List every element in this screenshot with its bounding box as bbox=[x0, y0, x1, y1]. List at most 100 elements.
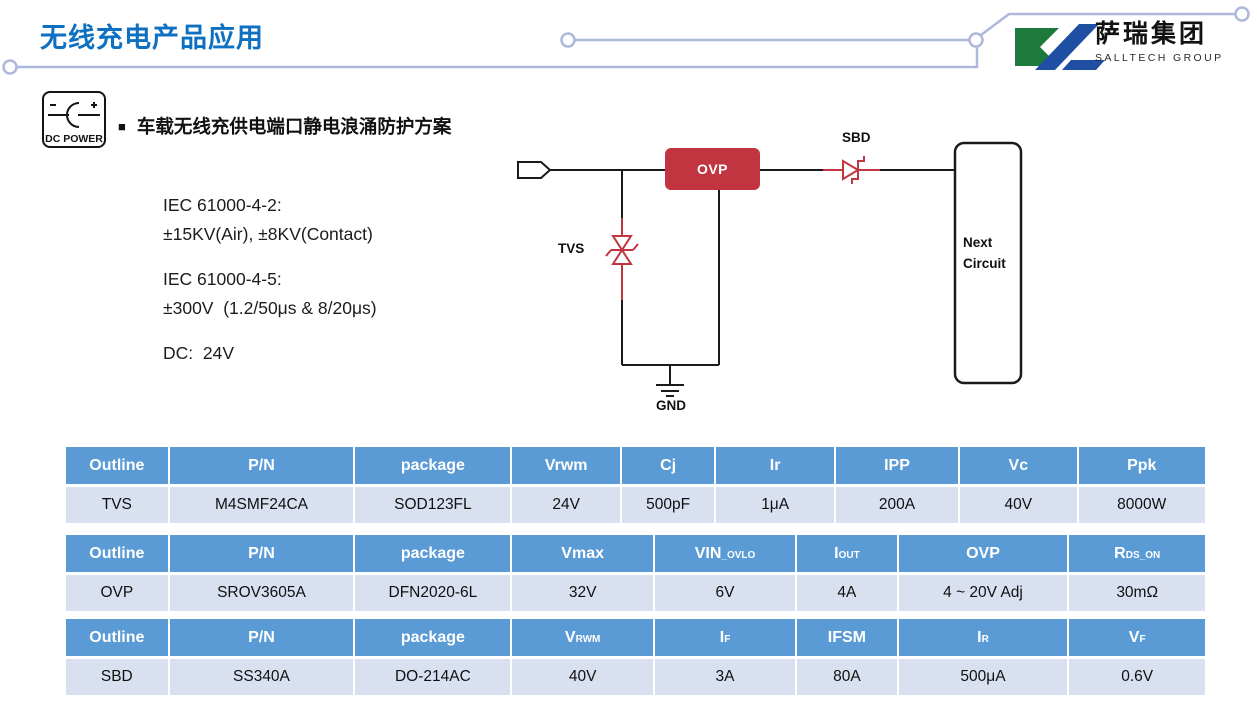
cell: 3A bbox=[654, 659, 798, 695]
cell: SS340A bbox=[169, 659, 356, 695]
col-header: Ppk bbox=[1078, 447, 1205, 484]
cell: 8000W bbox=[1078, 487, 1205, 523]
ovp-table: Outline P/N package Vmax VIN _OVLO I OUT OVP R DS_… bbox=[66, 535, 1205, 611]
logo-name-en: SALLTECH GROUP bbox=[1095, 51, 1224, 64]
ovp-box bbox=[665, 148, 760, 190]
gnd-label: GND bbox=[656, 398, 686, 413]
col-header: package bbox=[355, 619, 513, 656]
salltech-logo: 萨瑞集团 SALLTECH GROUP bbox=[1011, 20, 1224, 64]
logo-name-cn: 萨瑞集团 bbox=[1095, 20, 1208, 48]
col-header: Ir bbox=[716, 447, 836, 484]
divider-line bbox=[17, 47, 979, 69]
cell: 6V bbox=[654, 575, 798, 611]
col-header: OVP bbox=[898, 535, 1070, 572]
tables: Outline P/N package Vrwm Cj Ir IPP Vc Ppk TVS M4SM… bbox=[66, 447, 1205, 705]
spec-group: DC: 24V bbox=[163, 339, 377, 368]
cell: DFN2020-6L bbox=[355, 575, 513, 611]
trace-node bbox=[1234, 6, 1250, 22]
cell: 500μA bbox=[898, 659, 1070, 695]
table-row: TVS M4SMF24CA SOD123FL 24V 500pF 1μA 200A 40V 80… bbox=[66, 487, 1205, 523]
cell: M4SMF24CA bbox=[169, 487, 356, 523]
col-header: Outline bbox=[66, 535, 170, 572]
spec-text-block: IEC 61000-4-2: ±15KV(Air), ±8KV(Contact) I… bbox=[163, 191, 377, 384]
trace-node bbox=[560, 32, 576, 48]
cell: 0.6V bbox=[1069, 659, 1205, 695]
bullet-icon: ■ bbox=[118, 118, 126, 134]
cell: TVS bbox=[66, 487, 170, 523]
col-header: IPP bbox=[835, 447, 961, 484]
next-circuit-box bbox=[953, 141, 1023, 385]
next-circuit-label-line2: Circuit bbox=[963, 256, 1006, 271]
dc-plug-icon bbox=[48, 102, 100, 128]
sbd-symbol bbox=[842, 156, 865, 184]
trace-node bbox=[968, 32, 984, 48]
col-header: IFSM bbox=[797, 619, 899, 656]
table-row: SBD SS340A DO-214AC 40V 3A 80A 500μA 0.6V bbox=[66, 659, 1205, 695]
col-header: package bbox=[355, 447, 513, 484]
cell: 4A bbox=[797, 575, 899, 611]
cell: SROV3605A bbox=[169, 575, 356, 611]
col-header: Vmax bbox=[512, 535, 655, 572]
col-header: Cj bbox=[621, 447, 717, 484]
logo-blue-base bbox=[1062, 60, 1105, 70]
col-header: P/N bbox=[169, 535, 356, 572]
section-heading: ■ 车载无线充供电端口静电浪涌防护方案 bbox=[118, 113, 451, 139]
col-header: Vrwm bbox=[512, 447, 622, 484]
tvs-table: Outline P/N package Vrwm Cj Ir IPP Vc Ppk TVS M4SM… bbox=[66, 447, 1205, 523]
cell: 32V bbox=[512, 575, 655, 611]
page-title: 无线充电产品应用 bbox=[40, 23, 264, 53]
cell: 1μA bbox=[716, 487, 836, 523]
table-header-row: Outline P/N package Vrwm Cj Ir IPP Vc Ppk bbox=[66, 447, 1205, 484]
header-trace bbox=[2, 6, 1250, 75]
gnd-symbol bbox=[656, 365, 684, 397]
col-header: Outline bbox=[66, 619, 170, 656]
cell: OVP bbox=[66, 575, 170, 611]
logo-blue-slash bbox=[1035, 24, 1099, 70]
dc-power-label: DC POWER bbox=[45, 133, 103, 145]
table-row: OVP SROV3605A DFN2020-6L 32V 6V 4A 4 ~ 20V Adj… bbox=[66, 575, 1205, 611]
cell: DO-214AC bbox=[355, 659, 513, 695]
spec-line: IEC 61000-4-5: bbox=[163, 269, 282, 289]
cell: 30mΩ bbox=[1069, 575, 1205, 611]
tvs-label: TVS bbox=[558, 241, 585, 256]
cell: SOD123FL bbox=[355, 487, 513, 523]
table-header-row: Outline P/N package Vmax VIN _OVLO I OUT OVP R DS_… bbox=[66, 535, 1205, 572]
spec-group: IEC 61000-4-5: ±300V (1.2/50μs & 8/20μs) bbox=[163, 265, 377, 323]
col-header: P/N bbox=[169, 619, 356, 656]
col-header: V RWM bbox=[512, 619, 655, 656]
cell: 80A bbox=[797, 659, 899, 695]
col-header: P/N bbox=[169, 447, 356, 484]
section-heading-text: 车载无线充供电端口静电浪涌防护方案 bbox=[136, 116, 452, 137]
spec-group: IEC 61000-4-2: ±15KV(Air), ±8KV(Contact) bbox=[163, 191, 377, 249]
circuit-diagram bbox=[517, 141, 1023, 397]
cell: 4 ~ 20V Adj bbox=[898, 575, 1070, 611]
sbd-label: SBD bbox=[842, 130, 871, 145]
cell: 24V bbox=[512, 487, 622, 523]
trace-line bbox=[980, 12, 1235, 36]
salltech-logo-mark bbox=[1015, 24, 1105, 70]
logo-text: 萨瑞集团 SALLTECH GROUP bbox=[1095, 20, 1224, 64]
col-header: Outline bbox=[66, 447, 170, 484]
col-header: package bbox=[355, 535, 513, 572]
cell: 200A bbox=[835, 487, 961, 523]
spec-line: ±15KV(Air), ±8KV(Contact) bbox=[163, 224, 373, 244]
ovp-label: OVP bbox=[696, 161, 729, 177]
cell: 40V bbox=[512, 659, 655, 695]
spec-line: ±300V (1.2/50μs & 8/20μs) bbox=[163, 298, 377, 318]
spec-line: DC: 24V bbox=[163, 343, 234, 363]
table-header-row: Outline P/N package V RWM I F IFSM I R V F bbox=[66, 619, 1205, 656]
next-circuit-label: Next Circuit bbox=[963, 232, 1006, 274]
col-header: I OUT bbox=[797, 535, 899, 572]
cell: 500pF bbox=[621, 487, 717, 523]
col-header: VIN _OVLO bbox=[654, 535, 798, 572]
dc-power-icon: DC POWER bbox=[42, 91, 106, 148]
cell: 40V bbox=[960, 487, 1079, 523]
spec-line: IEC 61000-4-2: bbox=[163, 195, 282, 215]
tvs-symbol bbox=[605, 218, 639, 300]
col-header: Vc bbox=[960, 447, 1079, 484]
sbd-table: Outline P/N package V RWM I F IFSM I R V F SBD SS340A… bbox=[66, 619, 1205, 695]
